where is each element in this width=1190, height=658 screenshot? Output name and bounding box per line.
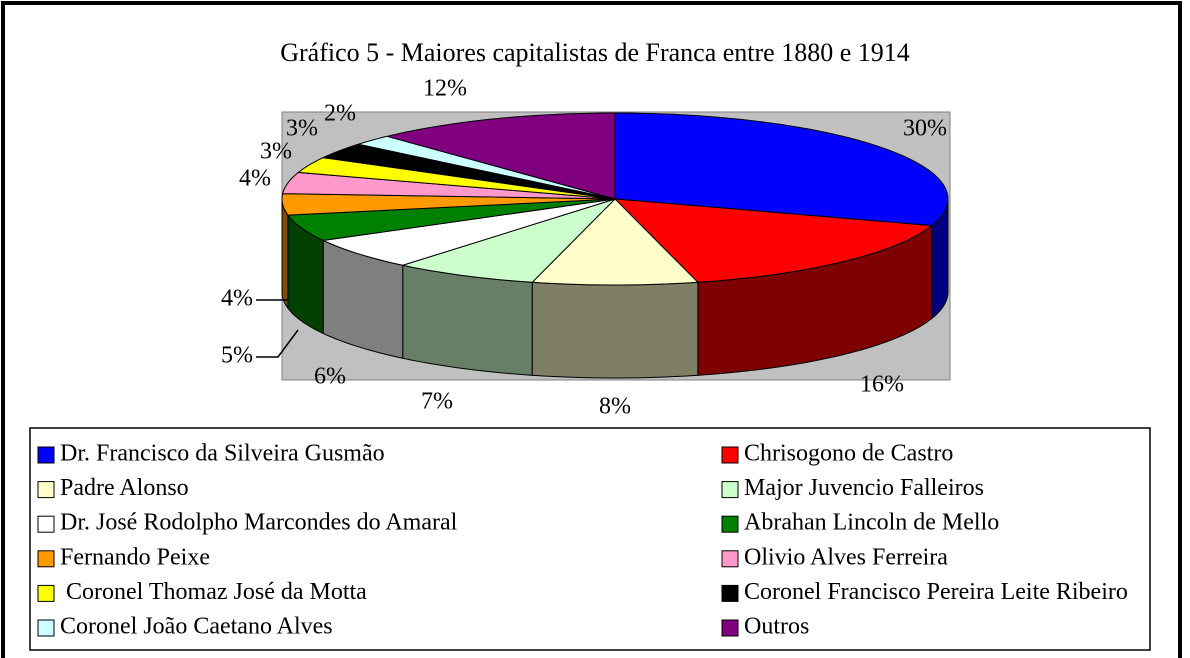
leader-line bbox=[256, 329, 299, 358]
legend-swatch bbox=[721, 515, 739, 533]
slice bbox=[281, 193, 616, 216]
legend-label: Coronel João Caetano Alves bbox=[60, 614, 333, 640]
chart-title: Gráfico 5 - Maiores capitalistas de Fran… bbox=[280, 38, 910, 67]
data-label: 5% bbox=[221, 343, 253, 369]
legend-swatch bbox=[37, 550, 55, 568]
slice bbox=[296, 157, 616, 200]
legend-label: Chrisogono de Castro bbox=[744, 441, 953, 467]
legend-label: Major Juvencio Falleiros bbox=[744, 475, 984, 501]
data-label: 2% bbox=[324, 101, 356, 127]
slice bbox=[321, 143, 616, 200]
pie bbox=[281, 112, 949, 379]
data-label: 3% bbox=[260, 139, 292, 165]
data-label: 6% bbox=[314, 364, 346, 390]
legend-box bbox=[29, 427, 1151, 651]
data-label: 3% bbox=[286, 116, 318, 142]
slice-side bbox=[281, 198, 289, 310]
slice-side bbox=[402, 264, 533, 376]
data-label: 12% bbox=[423, 76, 467, 102]
slice bbox=[614, 112, 949, 227]
slice bbox=[321, 198, 616, 266]
legend-swatch bbox=[37, 481, 55, 499]
slice bbox=[400, 198, 616, 283]
legend-label: Dr. José Rodolpho Marcondes do Amaral bbox=[60, 510, 458, 536]
legend-swatch bbox=[721, 481, 739, 499]
legend-label: Abrahan Lincoln de Mello bbox=[744, 510, 999, 536]
slice bbox=[286, 198, 616, 241]
legend-label: Dr. Francisco da Silveira Gusmão bbox=[60, 441, 385, 467]
legend-swatch bbox=[721, 446, 739, 464]
legend-label: Coronel Thomaz José da Motta bbox=[60, 579, 367, 605]
data-label: 4% bbox=[239, 166, 271, 192]
slice bbox=[531, 198, 699, 286]
legend-swatch bbox=[721, 584, 739, 602]
slice bbox=[386, 112, 616, 200]
legend-label: Outros bbox=[744, 614, 809, 640]
legend-swatch bbox=[721, 619, 739, 637]
legend-swatch bbox=[37, 584, 55, 602]
slice bbox=[613, 198, 934, 283]
data-label: 30% bbox=[903, 116, 947, 142]
legend-swatch bbox=[37, 446, 55, 464]
data-label: 8% bbox=[599, 394, 631, 420]
data-label: 16% bbox=[860, 372, 904, 398]
slice-side bbox=[531, 281, 699, 379]
legend-swatch bbox=[37, 515, 55, 533]
legend-label: Fernando Peixe bbox=[60, 544, 210, 570]
legend-label: Padre Alonso bbox=[60, 475, 189, 501]
legend-label: Coronel Francisco Pereira Leite Ribeiro bbox=[744, 579, 1128, 605]
legend-swatch bbox=[721, 550, 739, 568]
legend-swatch bbox=[37, 619, 55, 637]
data-label: 4% bbox=[221, 286, 253, 312]
data-label: 7% bbox=[421, 389, 453, 415]
legend-label: Olivio Alves Ferreira bbox=[744, 544, 948, 570]
